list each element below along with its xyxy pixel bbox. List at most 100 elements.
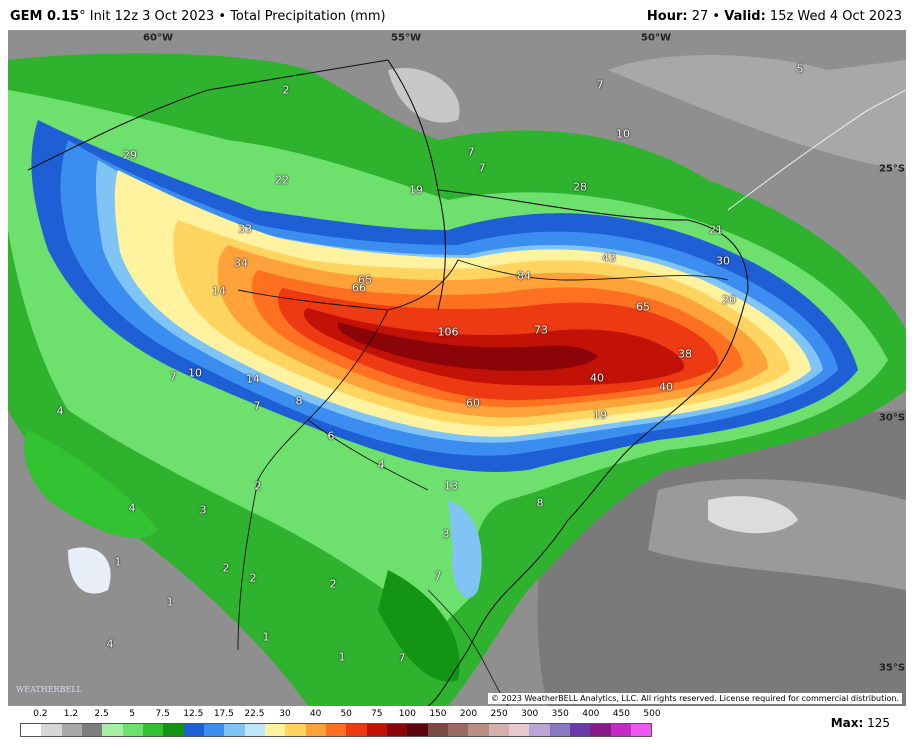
- legend-label: 2.5: [94, 709, 109, 719]
- init-time: Init 12z 3 Oct 2023: [89, 9, 215, 24]
- legend-swatch: [81, 724, 103, 736]
- legend-swatch: [508, 724, 530, 736]
- legend-label: 5: [129, 709, 135, 719]
- precip-value: 60: [466, 396, 480, 410]
- legend-swatch: [366, 724, 387, 736]
- precip-value: 19: [409, 183, 423, 197]
- precip-value: 106: [437, 325, 459, 339]
- coord-label: 50°W: [641, 32, 671, 44]
- precip-value: 3: [199, 503, 207, 517]
- legend-label: 400: [582, 709, 600, 719]
- legend-swatch: [183, 724, 204, 736]
- precip-value: 6: [327, 429, 335, 443]
- valid-value: 15z Wed 4 Oct 2023: [769, 9, 902, 24]
- legend-swatch: [569, 724, 591, 736]
- legend-labels: 0.2 1.2 2.5 5 7.5 12.5 17.5 22.5 30 40 50 75 100 150 2…: [20, 709, 660, 721]
- header-title: GEM 0.15° Init 12z 3 Oct 2023 • Total Pr…: [10, 9, 386, 24]
- legend-swatch: [244, 724, 265, 736]
- legend-swatch: [224, 724, 245, 736]
- precip-value: 14: [246, 372, 260, 386]
- legend-swatch: [61, 724, 82, 736]
- precipitation-field: [8, 53, 906, 706]
- precip-value: 3: [442, 527, 450, 541]
- legend-swatch: [203, 724, 225, 736]
- precip-value: 2: [329, 577, 337, 591]
- precip-value: 20: [722, 293, 736, 307]
- legend-swatch: [427, 724, 448, 736]
- precip-value: 19: [593, 408, 607, 422]
- precip-value: 29: [123, 148, 137, 162]
- precip-value: 10: [188, 366, 202, 380]
- legend-swatch: [407, 724, 428, 736]
- precip-value: 7: [253, 399, 261, 413]
- valid-label: Valid:: [724, 9, 766, 24]
- precip-value: 7: [434, 569, 442, 583]
- model-name: GEM 0.15: [10, 9, 80, 24]
- precip-value: 40: [659, 380, 673, 394]
- coord-label: 55°W: [391, 32, 421, 44]
- precip-value: 43: [602, 251, 616, 265]
- legend-label: 22.5: [244, 709, 265, 719]
- coord-label: 60°W: [143, 32, 173, 44]
- coord-label: 35°S: [878, 662, 906, 674]
- weatherbell-logo: WEATHERBELL: [16, 685, 82, 694]
- precip-value: 30: [716, 254, 730, 268]
- legend-swatch: [488, 724, 509, 736]
- legend-swatch: [447, 724, 469, 736]
- legend-color-bar: [20, 723, 652, 737]
- legend-swatch: [122, 724, 143, 736]
- precip-value: 33: [238, 222, 252, 236]
- precip-value: 7: [398, 651, 406, 665]
- max-value: Max: 125: [831, 716, 890, 730]
- precip-value: 28: [573, 180, 587, 194]
- legend-swatch: [325, 724, 347, 736]
- legend-label: 500: [643, 709, 661, 719]
- legend-label: 50: [340, 709, 352, 719]
- legend-label: 450: [612, 709, 630, 719]
- precip-value: 2: [249, 571, 257, 585]
- legend-label: 7.5: [155, 709, 170, 719]
- legend-swatch: [21, 724, 42, 736]
- legend-swatch: [305, 724, 326, 736]
- precip-value: 1: [114, 555, 122, 569]
- legend-swatch: [529, 724, 550, 736]
- precip-value: 73: [534, 323, 548, 337]
- max-number: 125: [867, 716, 890, 730]
- precipitation-map: 60°W 55°W 50°W 25°S 30°S 35°S 29 33 34 1…: [8, 30, 906, 706]
- precip-value: 34: [234, 256, 248, 270]
- legend-label: 75: [371, 709, 383, 719]
- legend-swatch: [610, 724, 631, 736]
- precip-value: 2: [282, 83, 290, 97]
- separator-dot: •: [218, 9, 227, 24]
- precip-value: 7: [169, 370, 177, 384]
- legend-label: 200: [459, 709, 478, 719]
- precip-value: 1: [262, 630, 270, 644]
- precip-value: 65: [636, 300, 650, 314]
- precip-value: 2: [222, 561, 230, 575]
- legend-swatch: [590, 724, 611, 736]
- hour-value: 27: [691, 9, 709, 24]
- precip-value: 13: [444, 479, 458, 493]
- precip-value: 7: [596, 78, 604, 92]
- legend-label: 100: [398, 709, 416, 719]
- precip-legend: 0.2 1.2 2.5 5 7.5 12.5 17.5 22.5 30 40 50 75 100 150 2…: [20, 709, 661, 741]
- hour-label: Hour:: [646, 9, 688, 24]
- legend-label: 40: [309, 709, 322, 719]
- legend-swatch: [102, 724, 123, 736]
- legend-label: 250: [490, 709, 508, 719]
- max-label: Max:: [830, 716, 864, 730]
- legend-label: 0.2: [33, 709, 48, 719]
- precip-value: 7: [478, 161, 486, 175]
- precip-value: 10: [616, 127, 630, 141]
- precip-value: 8: [536, 496, 544, 510]
- legend-swatch: [142, 724, 164, 736]
- legend-label: 150: [429, 709, 447, 719]
- degree-mark: °: [79, 9, 86, 24]
- field-name: Total Precipitation (mm): [230, 9, 386, 24]
- precip-value: 4: [106, 637, 114, 651]
- precip-value: 4: [56, 404, 64, 418]
- legend-swatch: [630, 724, 652, 736]
- precip-value: 1: [338, 650, 346, 664]
- precip-value: 65: [358, 273, 372, 287]
- separator-dot: •: [712, 9, 721, 24]
